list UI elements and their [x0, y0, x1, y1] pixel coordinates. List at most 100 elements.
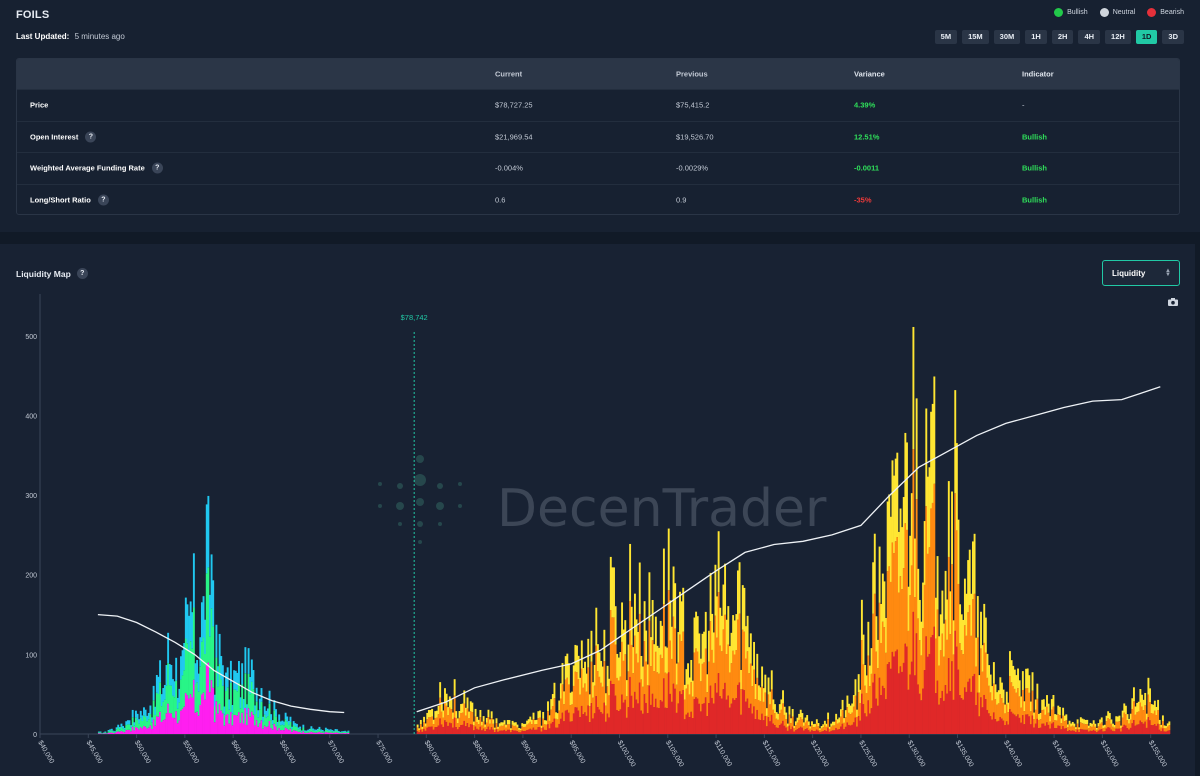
liquidation-bar — [934, 693, 937, 734]
liquidation-bar — [1152, 704, 1155, 714]
liquidation-bar — [1039, 727, 1042, 734]
liquidation-bar — [799, 717, 802, 727]
liquidation-bar — [944, 570, 947, 620]
timeframe-30m-button[interactable]: 30M — [993, 30, 1021, 44]
timeframe-4h-button[interactable]: 4H — [1078, 30, 1101, 44]
liquidation-bar — [806, 715, 809, 721]
liquidation-bar — [785, 727, 788, 734]
liquidation-bar — [513, 722, 516, 726]
table-row-open-interest: Open Interest? $21,969.54 $19,526.70 12.… — [17, 120, 1179, 153]
liquidation-bar — [315, 731, 318, 733]
liquidation-bar — [809, 731, 812, 734]
liquidation-bar — [1046, 695, 1048, 707]
liquidation-bar — [730, 632, 733, 664]
liquidation-bar — [286, 716, 289, 722]
liquidation-bar — [320, 732, 322, 734]
liquidation-bar — [173, 718, 176, 734]
liquidation-bar — [139, 710, 142, 718]
liquidation-bar — [719, 645, 722, 697]
liquidation-bar — [656, 672, 659, 708]
indicator-legend: Bullish Neutral Bearish — [1054, 8, 1184, 17]
liquidation-bar — [276, 730, 279, 734]
x-tick-label: $95,000 — [567, 740, 586, 766]
liquidation-bar — [714, 683, 717, 734]
timeframe-2h-button[interactable]: 2H — [1051, 30, 1074, 44]
liquidation-bar — [315, 732, 318, 734]
liquidation-bar — [1073, 726, 1076, 731]
liquidation-bar — [925, 408, 928, 507]
liquidation-bar — [724, 614, 727, 683]
liquidation-bar — [640, 679, 643, 711]
liquidation-bar — [320, 730, 322, 733]
indicator-value: - — [1022, 100, 1025, 110]
liquidation-bar — [1079, 717, 1082, 723]
timeframe-15m-button[interactable]: 15M — [962, 30, 989, 44]
liquidation-bar — [196, 682, 199, 712]
liquidation-bar — [976, 596, 979, 638]
timeframe-1d-button[interactable]: 1D — [1135, 30, 1158, 44]
liquidation-bar — [785, 712, 788, 719]
liquidation-bar — [1002, 720, 1005, 734]
liquidation-bar — [1168, 725, 1171, 731]
liquidation-bar — [281, 720, 284, 725]
liquidation-bar — [873, 673, 876, 734]
timeframe-12h-button[interactable]: 12H — [1105, 30, 1131, 44]
variance-value: 12.51% — [854, 132, 880, 142]
liquidation-bar — [651, 600, 654, 641]
liquidation-bar — [107, 730, 110, 732]
liquidation-bar — [313, 732, 316, 734]
help-icon[interactable]: ? — [85, 131, 97, 143]
liquidation-bar — [952, 654, 955, 700]
liquidation-bar — [347, 731, 350, 733]
liquidation-bar — [840, 716, 842, 727]
liquidation-bar — [577, 655, 580, 680]
liquidation-bar — [310, 731, 313, 734]
help-icon[interactable]: ? — [76, 268, 88, 279]
liquidation-bar — [915, 398, 918, 500]
liquidation-bar — [477, 724, 480, 730]
liquidation-bar — [661, 701, 664, 734]
liquidation-bar — [590, 703, 593, 734]
liquidation-bar — [910, 493, 913, 566]
liquidation-bar — [688, 717, 691, 734]
timeframe-3d-button[interactable]: 3D — [1162, 30, 1184, 44]
liquidation-bar — [184, 693, 187, 734]
liquidation-bar — [489, 723, 492, 730]
liquidation-bar — [695, 648, 698, 698]
liquidation-bar — [703, 703, 706, 734]
liquidation-bar — [521, 726, 524, 731]
liquidation-bar — [658, 647, 661, 674]
liquidation-bar — [851, 724, 854, 734]
liquidation-bar — [522, 726, 525, 731]
liquidation-bar — [1163, 725, 1166, 728]
liquidation-bar — [123, 732, 126, 734]
liquidation-bar — [498, 730, 501, 734]
timeframe-5m-button[interactable]: 5M — [934, 30, 958, 44]
liquidation-bar — [112, 731, 115, 733]
liquidation-bar — [231, 705, 234, 714]
liquidation-bar — [223, 725, 226, 734]
liquidation-bar — [1086, 719, 1089, 725]
liquidation-bar — [440, 711, 443, 725]
liquidation-bar — [756, 709, 759, 734]
liquidation-bar — [1063, 721, 1066, 729]
liquidation-bar — [572, 665, 575, 686]
liquidation-bar — [487, 709, 490, 718]
liquidation-bar — [435, 727, 438, 734]
help-icon[interactable]: ? — [97, 194, 109, 206]
liquidation-bar — [780, 699, 783, 710]
liquidation-bar — [418, 732, 421, 734]
liquidation-bar — [328, 729, 331, 731]
camera-icon[interactable] — [1168, 298, 1178, 306]
liquidation-bar — [521, 730, 524, 734]
map-type-select[interactable]: Liquidity ▲ ▼ — [1102, 260, 1180, 286]
liquidation-bar — [332, 733, 335, 734]
help-icon[interactable]: ? — [151, 162, 163, 174]
x-tick-label: $55,000 — [181, 740, 200, 766]
liquidation-bar — [339, 731, 342, 733]
liquidation-bar — [1149, 720, 1151, 734]
timeframe-1h-button[interactable]: 1H — [1025, 30, 1047, 44]
liquidation-bar — [928, 547, 931, 654]
liquidation-bar — [492, 723, 495, 730]
liquidation-bar — [1112, 726, 1114, 731]
